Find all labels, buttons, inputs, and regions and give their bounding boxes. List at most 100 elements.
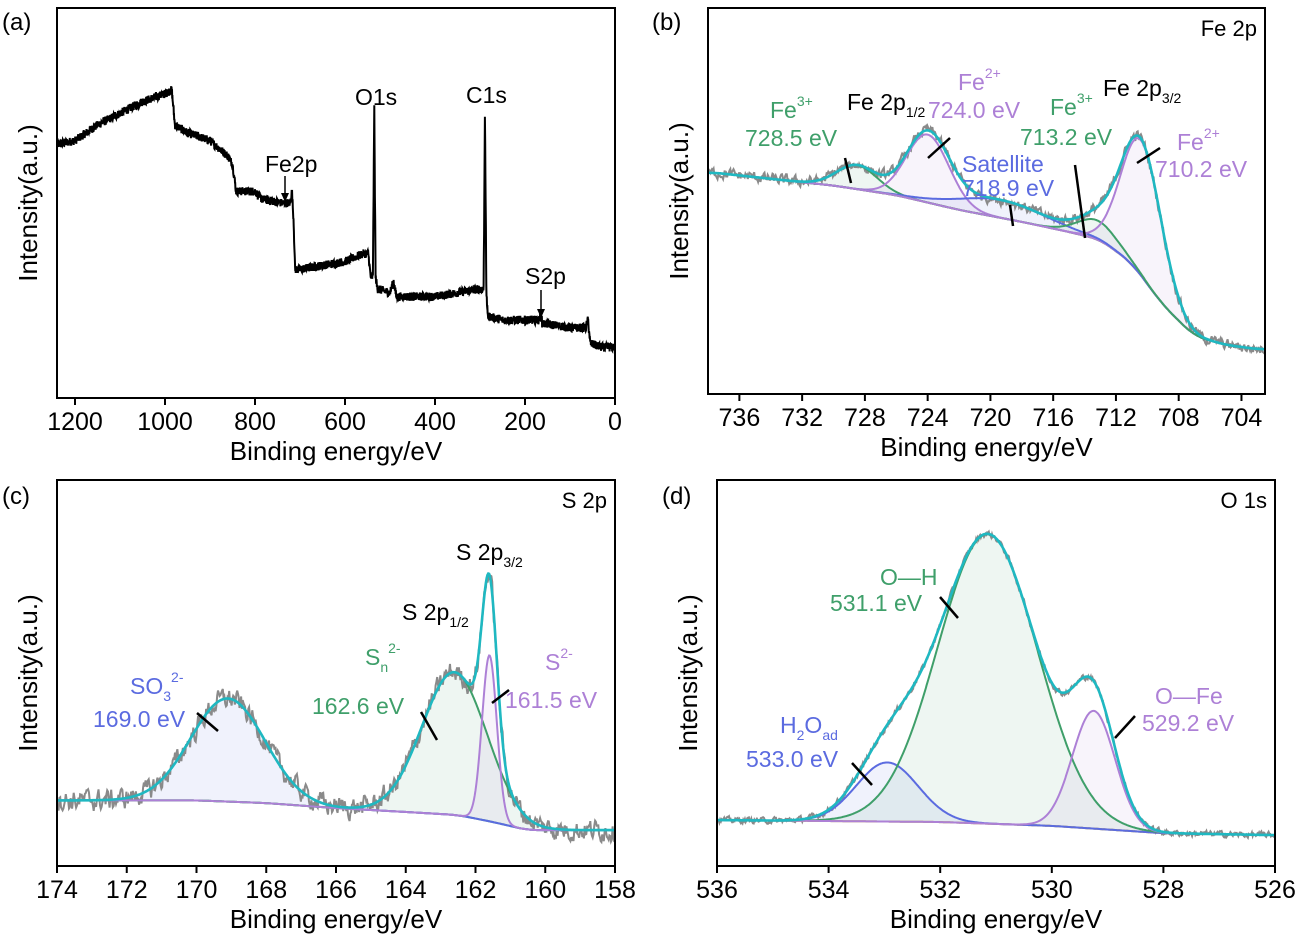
- label-part: 2+: [985, 65, 1001, 81]
- x-tick-label: 704: [1221, 404, 1263, 432]
- label-part: Fe: [770, 97, 797, 123]
- panel-letter: (d): [662, 483, 691, 510]
- plot-frame: [716, 479, 1276, 867]
- raw-spectrum-line: [717, 529, 1275, 841]
- peak-label: 161.5 eV: [505, 687, 598, 713]
- x-tick-label: 716: [1032, 404, 1074, 432]
- label-part: n: [380, 659, 388, 675]
- leader-line: [1136, 146, 1161, 165]
- label-part: 713.2 eV: [1020, 124, 1113, 150]
- peak-label: 718.9 eV: [962, 175, 1055, 201]
- label-part: 3/2: [1162, 90, 1182, 106]
- leader-line: [843, 157, 853, 184]
- x-tick-label: 1000: [137, 408, 193, 436]
- label-part: SO: [130, 673, 163, 699]
- leader-line: [1114, 715, 1136, 739]
- survey-spectrum-line: [57, 86, 615, 354]
- peak-label: S 2p1/2: [402, 599, 469, 630]
- plot-frame: [56, 7, 616, 399]
- label-part: 529.2 eV: [1142, 710, 1235, 736]
- peak-label: Sn2-: [365, 640, 401, 675]
- peak-label: Fe2+: [1177, 125, 1220, 155]
- label-part: 1/2: [449, 614, 469, 630]
- x-tick-label: 530: [1031, 876, 1073, 904]
- plot-area: [708, 122, 1265, 355]
- peak-label: 162.6 eV: [312, 693, 405, 719]
- peak-label: 531.1 eV: [830, 590, 923, 616]
- peak-label: Satellite: [962, 151, 1044, 177]
- label-part: 728.5 eV: [745, 125, 838, 151]
- peak-label: O—Fe: [1155, 683, 1223, 709]
- x-axis-label: Binding energy/eV: [230, 436, 443, 466]
- plot-frame: [707, 7, 1266, 395]
- x-axis-label: Binding energy/eV: [890, 904, 1103, 934]
- label-part: 2: [797, 727, 805, 743]
- label-part: Satellite: [962, 151, 1044, 177]
- peak-annotation: C1s: [466, 82, 507, 108]
- leader-line: [927, 137, 951, 159]
- label-part: ad: [822, 727, 838, 743]
- component-line: [57, 654, 615, 832]
- x-tick-label: 712: [1095, 404, 1137, 432]
- label-part: 161.5 eV: [505, 687, 598, 713]
- peak-label: SO32-: [130, 669, 184, 704]
- plot-area: [717, 529, 1275, 841]
- label-part: O—Fe: [1155, 683, 1223, 709]
- label-part: Fe: [1050, 94, 1077, 120]
- peak-label: O—H: [880, 564, 938, 590]
- peak-label: 713.2 eV: [1020, 124, 1113, 150]
- peak-label: Fe 2p1/2: [847, 89, 926, 120]
- x-tick-label: 400: [414, 408, 456, 436]
- x-tick-label: 164: [385, 876, 427, 904]
- panel-letter: (c): [2, 483, 30, 510]
- envelope-line: [708, 129, 1265, 351]
- panel-d: (d) O 1s 536 534 532 530 528 526 Binding energy/…: [662, 479, 1296, 934]
- label-part: Fe: [1177, 129, 1204, 155]
- label-part: 2-: [388, 640, 401, 656]
- x-tick-label: 160: [524, 876, 566, 904]
- label-part: S: [365, 644, 380, 670]
- x-tick-label: 528: [1143, 876, 1185, 904]
- x-tick-label: 162: [455, 876, 497, 904]
- peak-label: Fe3+: [770, 93, 813, 123]
- leader-line: [196, 712, 219, 732]
- label-part: 533.0 eV: [746, 746, 839, 772]
- component-fill: [717, 762, 1275, 835]
- x-tick-label: 724: [907, 404, 949, 432]
- peak-label: 728.5 eV: [745, 125, 838, 151]
- label-part: 2-: [560, 645, 573, 661]
- x-tick-label: 600: [324, 408, 366, 436]
- x-axis-label: Binding energy/eV: [230, 904, 443, 934]
- leader-line: [1073, 164, 1087, 239]
- component-fill: [717, 534, 1275, 835]
- label-part: 3: [163, 688, 171, 704]
- x-tick-label: 534: [808, 876, 850, 904]
- component-fill: [708, 172, 1265, 350]
- label-part: 1/2: [906, 104, 926, 120]
- label-part: Fe 2p: [1103, 75, 1162, 101]
- x-axis-label: Binding energy/eV: [880, 432, 1093, 462]
- label-part: 3+: [797, 93, 813, 109]
- peak-label: H2Oad: [780, 712, 838, 743]
- label-part: O—H: [880, 564, 938, 590]
- x-tick-label: 168: [245, 876, 287, 904]
- x-tick-label: 732: [781, 404, 823, 432]
- x-tick-label: 170: [176, 876, 218, 904]
- x-tick-label: 166: [315, 876, 357, 904]
- label-part: 531.1 eV: [830, 590, 923, 616]
- peak-label: 169.0 eV: [93, 706, 186, 732]
- panel-a: (a) 1200 1000 800 600 400 200 0 Binding energy/e…: [2, 7, 622, 466]
- label-part: Fe 2p: [847, 89, 906, 115]
- panel-title: O 1s: [1221, 488, 1267, 513]
- x-tick-label: 526: [1254, 876, 1296, 904]
- peak-label: 710.2 eV: [1155, 156, 1248, 182]
- peak-label: Fe2+: [958, 65, 1001, 95]
- peak-label: 529.2 eV: [1142, 710, 1235, 736]
- x-tick-label: 1200: [47, 408, 103, 436]
- panel-title: Fe 2p: [1201, 16, 1257, 41]
- x-tick-label: 200: [504, 408, 546, 436]
- x-tick-label: 720: [970, 404, 1012, 432]
- label-part: H: [780, 712, 797, 738]
- peak-label: Fe 2p3/2: [1103, 75, 1182, 106]
